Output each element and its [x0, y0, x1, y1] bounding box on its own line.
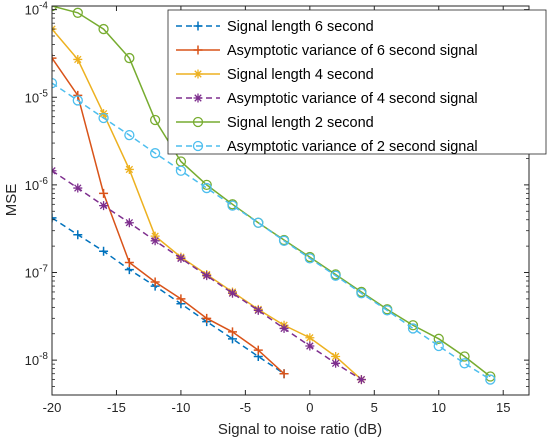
- data-point: [73, 183, 83, 193]
- legend: Signal length 6 second Asymptotic varianc…: [167, 9, 547, 155]
- data-point: [433, 340, 444, 352]
- legend-marker: [193, 45, 203, 55]
- x-axis-label: Signal to noise ratio (dB): [218, 421, 382, 438]
- data-point: [227, 200, 238, 211]
- data-point: [72, 7, 83, 18]
- data-point: [149, 114, 161, 126]
- data-point: [202, 313, 212, 323]
- data-point: [124, 129, 135, 141]
- data-point: [459, 358, 470, 369]
- data-point: [356, 375, 366, 385]
- legend-entry: Signal length 6 second: [176, 19, 374, 35]
- legend-entry: Asymptotic variance of 2 second signal: [176, 139, 478, 155]
- data-point: [202, 271, 212, 281]
- data-point: [253, 305, 263, 315]
- legend-entry: Signal length 2 second: [176, 115, 374, 131]
- data-point: [99, 188, 109, 198]
- data-point: [227, 288, 237, 298]
- data-point: [73, 230, 83, 240]
- x-tick-label: 5: [371, 400, 378, 415]
- legend-entry: Asymptotic variance of 6 second signal: [176, 43, 478, 59]
- legend-label: Signal length 2 second: [227, 115, 374, 131]
- x-tick-label: 0: [306, 400, 313, 415]
- data-point: [150, 277, 160, 287]
- series-4: [52, 166, 366, 385]
- x-tick-label: 15: [496, 400, 510, 415]
- data-point: [98, 112, 109, 124]
- y-tick-label: 10-7: [25, 264, 49, 281]
- data-point: [52, 53, 57, 63]
- data-point: [149, 148, 161, 159]
- y-tick-label: 10-4: [25, 1, 49, 18]
- y-tick-label: 10-5: [25, 88, 49, 105]
- data-point: [201, 182, 212, 194]
- data-point: [124, 52, 135, 64]
- data-point: [459, 351, 470, 362]
- data-point: [73, 54, 83, 64]
- data-point: [150, 236, 160, 246]
- y-tick-label: 10-8: [25, 351, 49, 368]
- x-tick-label: -20: [43, 400, 62, 415]
- legend-label: Asymptotic variance of 6 second signal: [227, 43, 478, 59]
- data-point: [124, 164, 134, 174]
- data-point: [253, 345, 263, 355]
- data-point: [253, 217, 264, 228]
- legend-label: Asymptotic variance of 4 second signal: [227, 91, 478, 107]
- data-point: [356, 288, 367, 299]
- data-point: [176, 253, 186, 263]
- data-point: [175, 165, 187, 176]
- data-point: [52, 77, 58, 89]
- data-point: [150, 231, 160, 241]
- y-axis-label: MSE: [3, 184, 20, 217]
- x-tick-label: -5: [240, 400, 252, 415]
- series-6: [52, 77, 496, 385]
- x-tick-label: -15: [107, 400, 126, 415]
- data-point: [99, 201, 109, 211]
- data-point: [330, 270, 341, 281]
- series-line: [52, 82, 491, 381]
- data-point: [305, 333, 315, 343]
- data-point: [176, 294, 186, 304]
- x-tick-label: 10: [432, 400, 446, 415]
- x-tick-label: -10: [172, 400, 191, 415]
- legend-marker: [193, 69, 203, 79]
- series-line: [52, 57, 285, 375]
- data-point: [485, 374, 496, 385]
- legend-label: Asymptotic variance of 2 second signal: [227, 139, 478, 155]
- legend-box: [167, 9, 547, 155]
- series-layer: [52, 6, 496, 385]
- data-point: [331, 352, 341, 362]
- series-line: [52, 217, 285, 375]
- legend-label: Signal length 4 second: [227, 67, 374, 83]
- data-point: [279, 369, 289, 379]
- legend-marker: [192, 116, 204, 128]
- data-point: [331, 358, 341, 368]
- data-point: [52, 213, 57, 223]
- plot-frame: [51, 5, 530, 396]
- y-tick-label: 10-6: [25, 176, 49, 193]
- data-point: [278, 235, 290, 246]
- data-point: [227, 327, 237, 337]
- data-point: [305, 341, 315, 351]
- legend-marker: [192, 140, 204, 152]
- legend-label: Signal length 6 second: [227, 19, 374, 35]
- legend-entry: Asymptotic variance of 4 second signal: [176, 91, 478, 107]
- legend-marker: [193, 93, 203, 103]
- data-point: [98, 23, 109, 35]
- axis-layer: -20 -15 -10 -5 0 5 10 15 10-8 10-7 10-6 10-5 10-4: [25, 1, 529, 415]
- data-point: [279, 323, 289, 333]
- data-point: [124, 258, 134, 268]
- data-point: [99, 246, 109, 256]
- data-point: [72, 95, 83, 106]
- data-point: [124, 218, 134, 228]
- data-point: [433, 333, 444, 344]
- data-point: [304, 253, 315, 264]
- legend-entry: Signal length 4 second: [176, 67, 374, 83]
- data-point: [382, 305, 393, 316]
- data-point: [407, 323, 419, 334]
- legend-marker: [193, 21, 203, 31]
